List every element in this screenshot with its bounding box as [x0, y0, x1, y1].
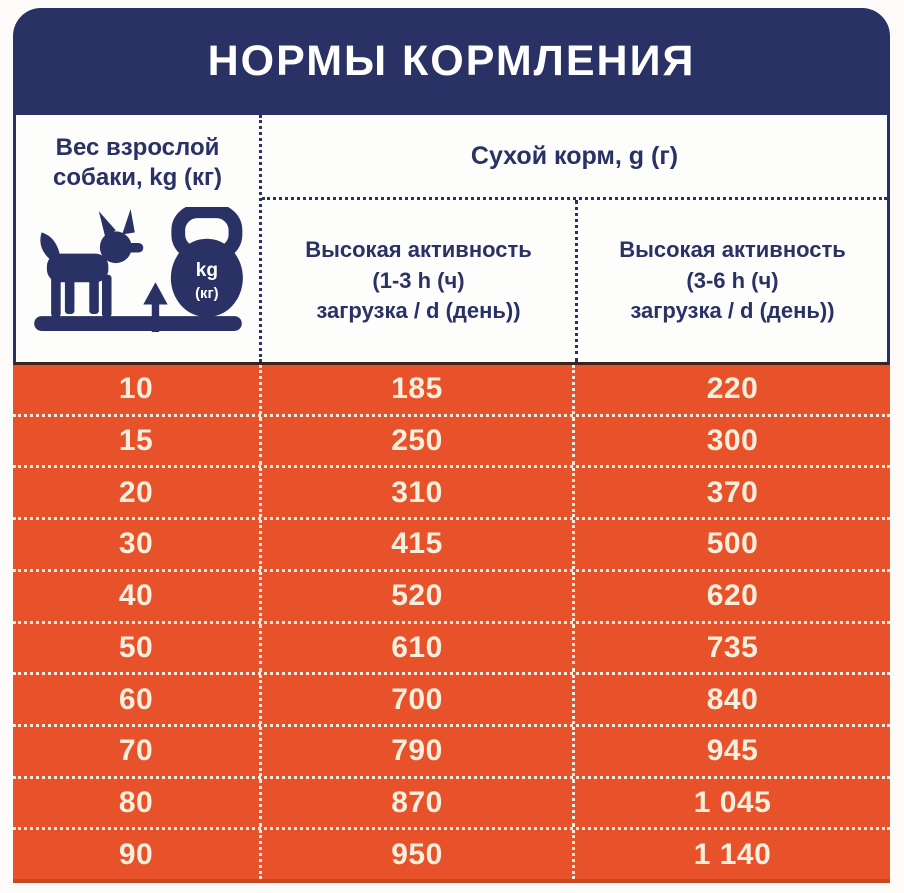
activity-3-6-line3: загрузка / d (день)): [630, 298, 835, 324]
activity-3-6-cell: 220: [706, 372, 759, 406]
table-row: 40 520 620: [13, 568, 890, 621]
activity-3-6-cell: 735: [706, 630, 759, 664]
dry-food-columns: Сухой корм, g (г) Высокая активность (1-…: [262, 115, 887, 362]
weight-cell: 50: [13, 623, 262, 673]
table-row: 20 310 370: [13, 465, 890, 518]
table-row: 70 790 945: [13, 723, 890, 776]
activity-1-3-line2: (1-3 h (ч): [372, 267, 465, 293]
activity-1-3-header: Высокая активность (1-3 h (ч) загрузка /…: [262, 200, 578, 362]
weight-cell: 40: [13, 571, 262, 621]
activity-3-6-cell: 840: [706, 682, 759, 716]
table-row: 10 185 220: [13, 365, 890, 414]
activity-1-3-cell: 790: [262, 726, 575, 776]
activity-3-6-header: Высокая активность (3-6 h (ч) загрузка /…: [578, 200, 887, 362]
activity-3-6-cell: 1 045: [693, 785, 772, 819]
table-body: 10 185 220 15 250 300 20 310 370 30 415 500 40 520 620…: [13, 365, 890, 883]
weight-column-header: Вес взрослой собаки, kg (кг): [16, 115, 262, 362]
weight-header-line2: собаки, kg (кг): [53, 164, 222, 191]
activity-3-6-line1: Высокая активность: [619, 237, 846, 263]
weight-cell: 10: [13, 365, 262, 414]
weight-cell: 30: [13, 520, 262, 569]
activity-1-3-cell: 700: [262, 675, 575, 724]
activity-3-6-cell: 300: [706, 424, 759, 458]
scale-bar-icon: [33, 282, 242, 332]
activity-3-6-cell: 620: [706, 579, 759, 613]
activity-1-3-cell: 520: [262, 571, 575, 621]
activity-1-3-cell: 185: [262, 365, 575, 414]
dog-weighing-icon: kg (кг): [33, 207, 243, 332]
table-row: 60 700 840: [13, 672, 890, 724]
activity-3-6-cell: 945: [706, 734, 759, 768]
activity-3-6-line2: (3-6 h (ч): [686, 267, 779, 293]
title-bar: НОРМЫ КОРМЛЕНИЯ: [13, 8, 890, 115]
activity-1-3-cell: 250: [262, 416, 575, 466]
weight-header-line1: Вес взрослой: [55, 134, 220, 161]
activity-3-6-cell: 500: [706, 527, 759, 561]
kettlebell-kg-ru-label: (кг): [195, 286, 219, 302]
table-row: 50 610 735: [13, 620, 890, 673]
activity-subheaders: Высокая активность (1-3 h (ч) загрузка /…: [262, 200, 887, 362]
feeding-norms-card: НОРМЫ КОРМЛЕНИЯ Вес взрослой собаки, kg …: [13, 8, 890, 883]
activity-1-3-cell: 950: [262, 830, 575, 880]
table-header: Вес взрослой собаки, kg (кг): [13, 115, 890, 365]
table-row: 90 950 1 140: [13, 827, 890, 880]
activity-1-3-cell: 415: [262, 520, 575, 569]
activity-3-6-cell: 1 140: [693, 837, 772, 871]
kettlebell-kg-label: kg: [195, 260, 217, 281]
table-row: 30 415 500: [13, 517, 890, 569]
activity-1-3-line3: загрузка / d (день)): [316, 298, 521, 324]
weight-cell: 90: [13, 830, 262, 880]
activity-1-3-cell: 610: [262, 623, 575, 673]
weight-cell: 70: [13, 726, 262, 776]
weight-cell: 60: [13, 675, 262, 724]
weight-header-label: Вес взрослой собаки, kg (кг): [53, 133, 222, 193]
table-row: 80 870 1 045: [13, 775, 890, 828]
weight-cell: 15: [13, 416, 262, 466]
activity-1-3-cell: 310: [262, 468, 575, 518]
dog-icon: [39, 209, 143, 318]
dry-food-group-header: Сухой корм, g (г): [262, 115, 887, 200]
kettlebell-icon: kg (кг): [170, 207, 243, 318]
page-title: НОРМЫ КОРМЛЕНИЯ: [207, 37, 696, 85]
weight-cell: 80: [13, 778, 262, 828]
activity-1-3-cell: 870: [262, 778, 575, 828]
activity-1-3-line1: Высокая активность: [305, 237, 532, 263]
table-row: 15 250 300: [13, 413, 890, 466]
activity-3-6-cell: 370: [706, 475, 759, 509]
weight-cell: 20: [13, 468, 262, 518]
